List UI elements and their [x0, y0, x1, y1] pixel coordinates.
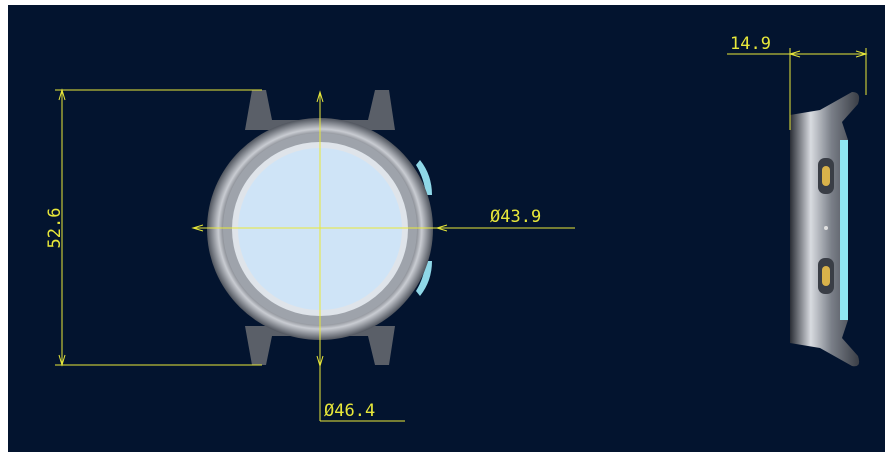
outer-diameter-label: Ø46.4 [324, 401, 375, 421]
thickness-label: 14.9 [730, 34, 771, 54]
dimension-height: 52.6 [45, 88, 262, 367]
dimension-inner-diameter: Ø43.9 [191, 207, 575, 232]
height-label: 52.6 [45, 208, 65, 249]
dimension-outer-diameter: Ø46.4 [316, 90, 405, 422]
watch-side [790, 92, 860, 367]
inner-diameter-label: Ø43.9 [490, 207, 541, 227]
dimension-thickness: 14.9 [727, 34, 868, 130]
